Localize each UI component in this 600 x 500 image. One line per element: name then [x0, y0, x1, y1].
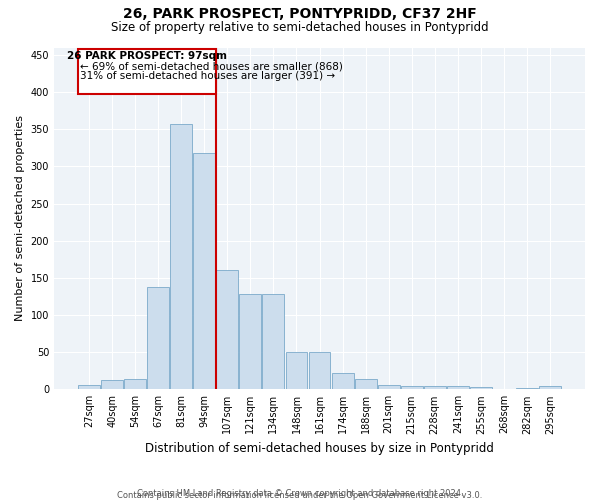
- Bar: [516, 388, 538, 390]
- Bar: [308, 352, 331, 390]
- Bar: [78, 385, 100, 390]
- Bar: [401, 386, 422, 390]
- Y-axis label: Number of semi-detached properties: Number of semi-detached properties: [15, 116, 25, 322]
- Bar: [239, 294, 262, 390]
- Bar: [286, 352, 307, 390]
- Bar: [355, 379, 377, 390]
- Bar: [332, 373, 353, 390]
- Bar: [377, 385, 400, 390]
- X-axis label: Distribution of semi-detached houses by size in Pontypridd: Distribution of semi-detached houses by …: [145, 442, 494, 455]
- Bar: [193, 153, 215, 390]
- Bar: [539, 386, 561, 390]
- Bar: [170, 124, 192, 390]
- Bar: [147, 287, 169, 390]
- Text: Size of property relative to semi-detached houses in Pontypridd: Size of property relative to semi-detach…: [111, 21, 489, 34]
- Bar: [424, 386, 446, 390]
- Bar: [101, 380, 123, 390]
- Bar: [124, 379, 146, 390]
- Bar: [217, 270, 238, 390]
- Text: ← 69% of semi-detached houses are smaller (868): ← 69% of semi-detached houses are smalle…: [80, 62, 343, 72]
- FancyBboxPatch shape: [78, 49, 216, 94]
- Text: 31% of semi-detached houses are larger (391) →: 31% of semi-detached houses are larger (…: [80, 72, 335, 82]
- Text: 26 PARK PROSPECT: 97sqm: 26 PARK PROSPECT: 97sqm: [67, 51, 227, 61]
- Text: Contains public sector information licensed under the Open Government Licence v3: Contains public sector information licen…: [118, 491, 482, 500]
- Bar: [470, 387, 492, 390]
- Bar: [262, 294, 284, 390]
- Bar: [447, 386, 469, 390]
- Text: 26, PARK PROSPECT, PONTYPRIDD, CF37 2HF: 26, PARK PROSPECT, PONTYPRIDD, CF37 2HF: [123, 8, 477, 22]
- Bar: [493, 388, 515, 390]
- Text: Contains HM Land Registry data © Crown copyright and database right 2024.: Contains HM Land Registry data © Crown c…: [137, 488, 463, 498]
